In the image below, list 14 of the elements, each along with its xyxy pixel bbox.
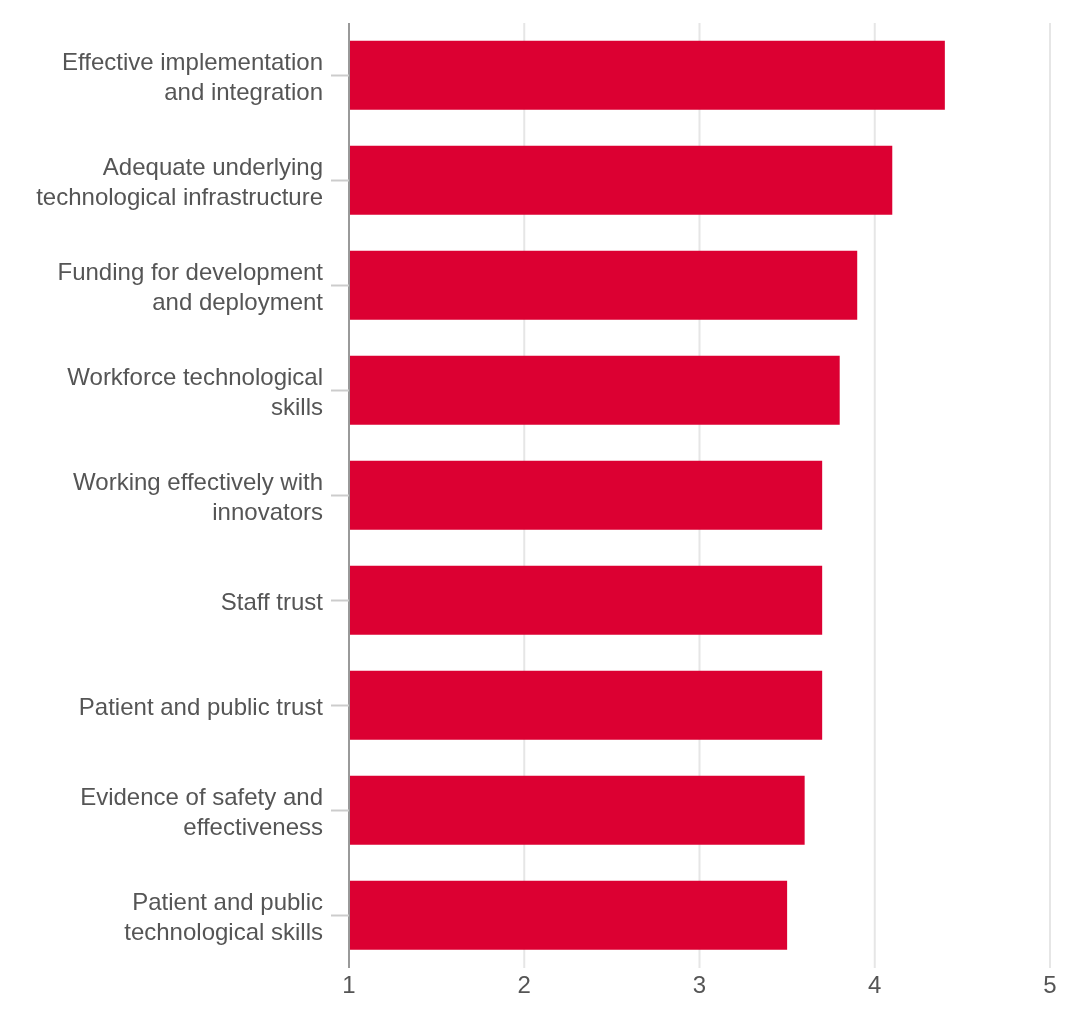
y-tick-label: Effective implementation and integration [61, 47, 323, 104]
y-tick-label: Adequate underlying technological infrastructure [36, 152, 323, 209]
y-tick-label: Working effectively with innovators [73, 467, 323, 524]
x-tick-label: 2 [517, 971, 531, 999]
x-tick-label: 1 [342, 971, 356, 999]
y-tick-label: Workforce technological skills [67, 362, 323, 419]
x-tick-label: 5 [1043, 971, 1057, 999]
y-tick-label: Patient and public trust [78, 692, 324, 719]
y-tick-label: Staff trust [220, 587, 324, 614]
y-tick-label: Patient and public technological skills [124, 887, 323, 944]
x-tick-label: 4 [868, 971, 882, 999]
x-tick-label: 3 [692, 971, 707, 999]
y-tick-label: Funding for development and deployment [57, 257, 324, 314]
y-tick-label: Evidence of safety and effectiveness [80, 782, 323, 839]
